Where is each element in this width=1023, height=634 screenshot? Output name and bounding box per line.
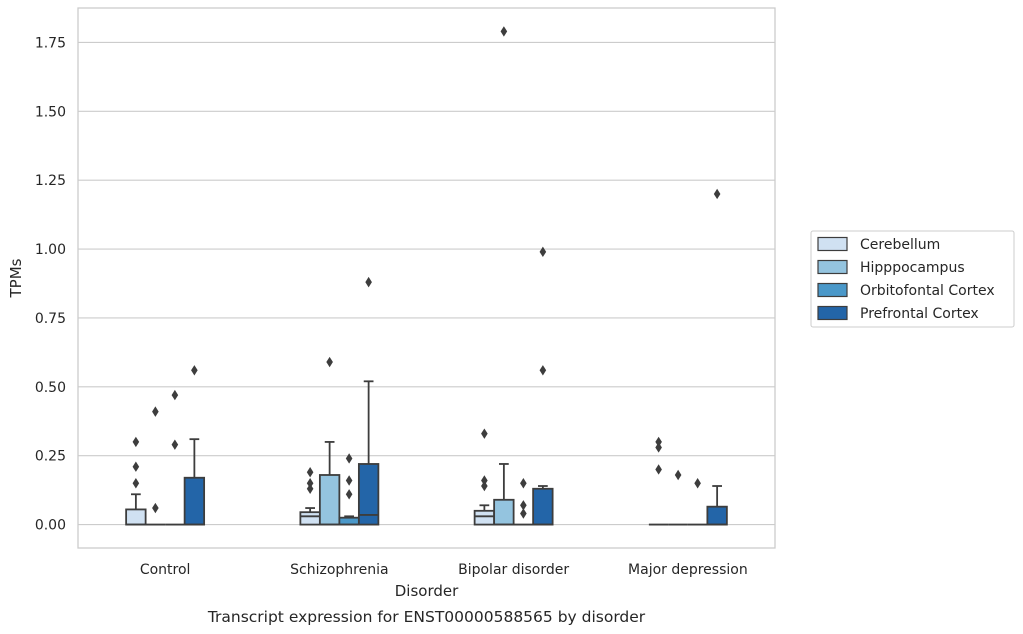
x-tick-label: Schizophrenia — [290, 562, 388, 578]
y-tick-label: 0.25 — [35, 449, 66, 465]
box — [318, 441, 341, 526]
box-body — [493, 498, 515, 526]
outlier-point — [152, 502, 159, 514]
legend-label: Cerebellum — [860, 237, 940, 253]
box-body — [183, 476, 206, 526]
box — [183, 438, 206, 526]
outlier-point — [365, 276, 372, 288]
box-body — [357, 463, 380, 526]
box-body — [532, 487, 554, 526]
outlier-point — [655, 442, 662, 453]
y-tick-label: 0.75 — [35, 311, 66, 327]
legend-swatch — [817, 282, 848, 298]
y-tick-label: 1.50 — [35, 104, 66, 120]
box — [473, 504, 496, 526]
outlier-point — [326, 356, 333, 368]
legend-swatch — [817, 305, 848, 321]
outlier-point — [152, 406, 159, 417]
gridlines — [78, 41, 775, 526]
y-tick-label: 1.00 — [35, 242, 66, 258]
box-body — [338, 516, 360, 526]
box — [299, 507, 321, 526]
outlier-point — [132, 478, 140, 489]
box — [357, 380, 380, 526]
outlier-point — [481, 428, 488, 439]
chart-caption: Transcript expression for ENST0000058856… — [207, 608, 646, 626]
box — [125, 493, 147, 526]
box-layer — [125, 380, 728, 526]
plot-frame — [77, 7, 776, 549]
outlier-point — [191, 365, 198, 376]
outlier-point — [345, 489, 353, 500]
x-axis-ticks: Control Schizophrenia Bipolar disorder Majo… — [140, 562, 748, 578]
outlier-point — [481, 480, 488, 492]
outlier-point — [171, 439, 179, 450]
outlier-point — [345, 475, 353, 486]
outlier-point — [520, 478, 527, 489]
x-tick-label: Bipolar disorder — [458, 562, 569, 578]
legend-label: Prefrontal Cortex — [860, 306, 979, 322]
legend-label: Hipppocampus — [860, 260, 965, 276]
outlier-point — [345, 453, 353, 464]
outlier-point — [520, 500, 527, 511]
box-body — [706, 505, 728, 526]
outlier-point — [655, 464, 662, 475]
x-tick-label: Major depression — [628, 562, 748, 578]
box-body — [473, 509, 496, 526]
x-axis-label: Disorder — [395, 582, 459, 600]
y-tick-label: 0.50 — [35, 380, 66, 396]
outlier-point — [306, 467, 314, 478]
y-axis-ticks: 0.00 0.25 0.50 0.75 1.00 1.25 1.50 1.75 — [35, 35, 66, 533]
outlier-layer — [132, 26, 721, 519]
legend-swatch — [817, 259, 848, 275]
legend-label: Orbitofontal Cortex — [860, 283, 995, 299]
legend-frame — [810, 230, 1015, 328]
legend: Cerebellum Hipppocampus Orbitofontal Corte… — [810, 230, 1015, 328]
outlier-point — [132, 436, 140, 448]
outlier-point — [306, 483, 314, 494]
outlier-point — [655, 436, 662, 448]
box — [493, 463, 515, 526]
outlier-point — [500, 26, 508, 37]
box-body — [318, 474, 341, 526]
outlier-point — [306, 478, 314, 489]
y-axis-label: TPMs — [7, 258, 25, 298]
outlier-point — [713, 188, 721, 200]
box-body — [299, 511, 321, 526]
outlier-point — [481, 475, 488, 486]
box — [706, 485, 728, 526]
box-body — [125, 508, 147, 526]
y-tick-label: 1.75 — [35, 35, 66, 51]
box — [338, 515, 360, 526]
outlier-point — [674, 469, 682, 481]
box — [532, 485, 554, 526]
y-tick-label: 0.00 — [35, 518, 66, 534]
outlier-point — [520, 508, 527, 519]
x-tick-label: Control — [140, 562, 191, 578]
outlier-point — [694, 478, 701, 489]
y-tick-label: 1.25 — [35, 173, 66, 189]
outlier-point — [539, 246, 547, 258]
outlier-point — [132, 461, 140, 472]
outlier-point — [171, 389, 179, 401]
legend-swatch — [817, 236, 848, 252]
outlier-point — [539, 365, 547, 376]
